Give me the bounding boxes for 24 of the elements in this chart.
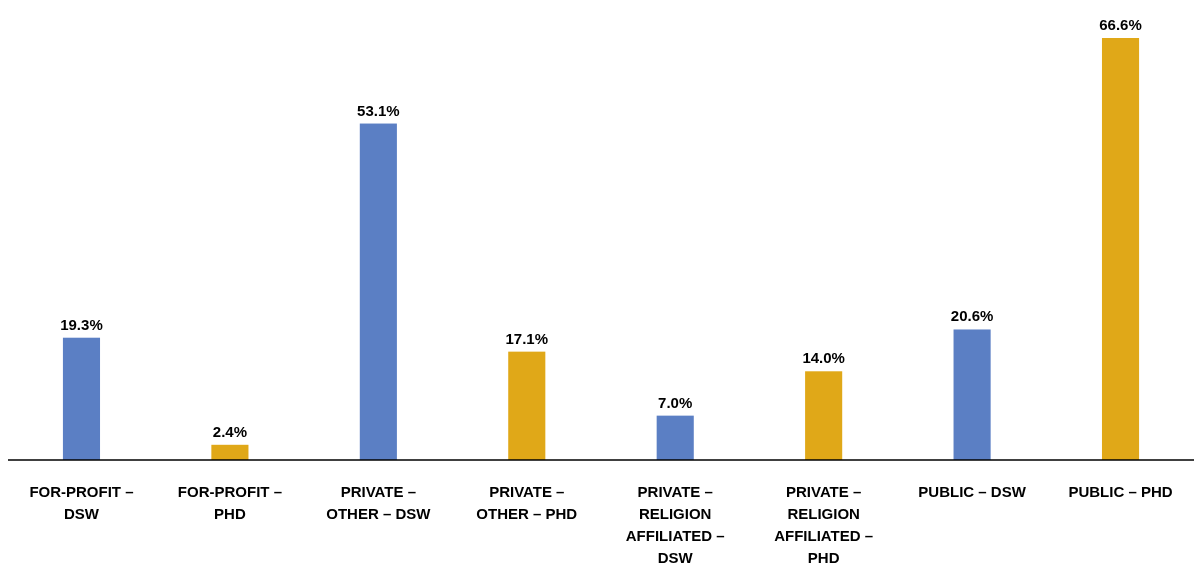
bar [805, 371, 843, 460]
data-label: 17.1% [505, 329, 549, 347]
bar [656, 415, 694, 460]
x-tick-label: PRIVATE – OTHER – DSW [326, 483, 432, 522]
x-tick-label: PRIVATE – OTHER – PHD [476, 483, 578, 522]
x-tick-label: FOR-PROFIT – PHD [177, 483, 282, 522]
data-label: 53.1% [357, 101, 400, 119]
bar [359, 123, 397, 460]
data-label: 66.6% [1099, 16, 1142, 33]
data-label: 7.0% [658, 393, 693, 411]
bar [1101, 38, 1140, 460]
data-label: 14.0% [802, 349, 845, 367]
data-label: 2.4% [212, 422, 248, 440]
data-label: 20.6% [950, 307, 994, 325]
x-tick-label: PRIVATE – RELIGION AFFILIATED – PHD [774, 483, 874, 566]
bar [211, 444, 249, 460]
x-tick-label: PRIVATE – RELIGION AFFILIATED – DSW [625, 483, 725, 566]
x-tick-label: PUBLIC – PHD [1068, 483, 1173, 500]
bar [508, 351, 546, 460]
bar [62, 337, 101, 460]
data-label: 19.3% [60, 315, 103, 333]
x-tick-label: PUBLIC – DSW [918, 483, 1027, 500]
bar [953, 329, 991, 460]
x-tick-label: FOR-PROFIT – DSW [29, 483, 134, 522]
